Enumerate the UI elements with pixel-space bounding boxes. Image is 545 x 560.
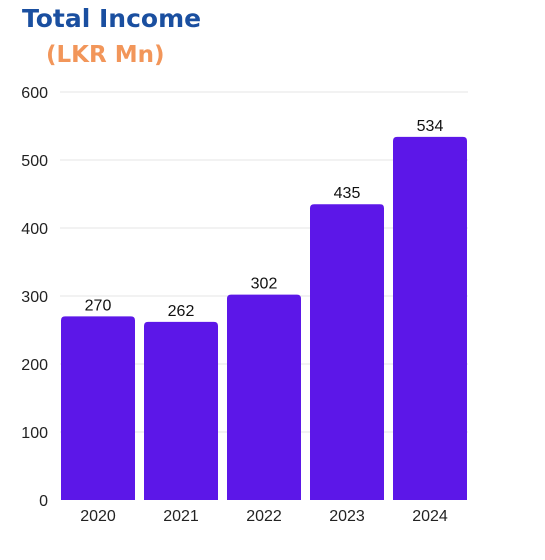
y-tick-label: 600	[21, 85, 48, 102]
bar-2024	[393, 136, 467, 500]
y-tick-label: 100	[21, 425, 48, 442]
y-tick-label: 300	[21, 289, 48, 306]
bar-2023	[310, 204, 384, 500]
x-tick-label-2021: 2021	[163, 508, 199, 525]
bar-2020	[61, 316, 135, 500]
x-tick-label-2023: 2023	[329, 508, 365, 525]
y-axis-ticks: 0 100 200 300 400 500 600	[21, 85, 48, 510]
y-tick-label: 400	[21, 221, 48, 238]
x-tick-label-2020: 2020	[80, 508, 116, 525]
data-label-2020: 270	[85, 297, 112, 314]
x-tick-label-2024: 2024	[412, 508, 448, 525]
chart-subtitle: (LKR Mn)	[46, 42, 165, 68]
data-label-2022: 302	[251, 276, 278, 293]
x-axis-ticks: 2020 2021 2022 2023 2024	[80, 508, 448, 525]
bar-2021	[144, 321, 218, 500]
data-label-2023: 435	[334, 185, 361, 202]
data-label-2024: 534	[417, 118, 444, 135]
data-label-2021: 262	[168, 303, 195, 320]
bar-2022	[227, 294, 301, 500]
y-tick-label: 200	[21, 357, 48, 374]
chart-title: Total Income	[22, 4, 202, 33]
y-tick-label: 0	[39, 493, 48, 510]
y-tick-label: 500	[21, 153, 48, 170]
bars	[61, 136, 467, 500]
data-labels: 270 262 302 435 534	[85, 118, 444, 320]
x-tick-label-2022: 2022	[246, 508, 282, 525]
